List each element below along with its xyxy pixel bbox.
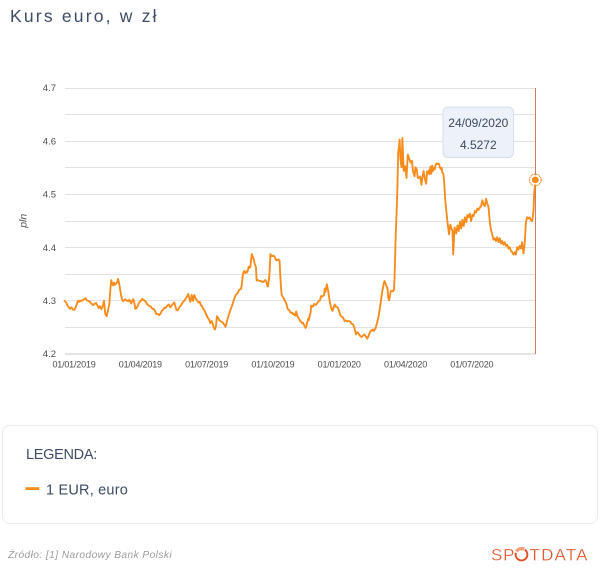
svg-text:1 EUR, euro: 1 EUR, euro xyxy=(46,483,128,499)
svg-text:TDATA: TDATA xyxy=(530,546,589,565)
svg-text:01/01/2020: 01/01/2020 xyxy=(318,360,361,370)
svg-text:pln: pln xyxy=(17,214,29,229)
svg-text:4.4: 4.4 xyxy=(43,243,56,254)
svg-text:4.7: 4.7 xyxy=(43,83,56,94)
svg-text:SP: SP xyxy=(491,546,515,565)
svg-text:24/09/2020: 24/09/2020 xyxy=(448,116,508,130)
svg-text:01/07/2020: 01/07/2020 xyxy=(450,360,493,370)
svg-text:01/04/2019: 01/04/2019 xyxy=(119,360,162,370)
svg-text:01/10/2019: 01/10/2019 xyxy=(251,360,294,370)
svg-text:4.3: 4.3 xyxy=(43,296,56,307)
svg-text:4.5272: 4.5272 xyxy=(460,138,497,152)
svg-text:Kurs euro, w zł: Kurs euro, w zł xyxy=(10,6,159,26)
svg-text:LEGENDA:: LEGENDA: xyxy=(26,447,97,463)
svg-text:01/07/2019: 01/07/2019 xyxy=(185,360,228,370)
svg-text:01/04/2020: 01/04/2020 xyxy=(384,360,427,370)
svg-text:4.5: 4.5 xyxy=(43,190,56,201)
svg-text:Źródło: [1] Narodowy Bank Pols: Źródło: [1] Narodowy Bank Polski xyxy=(7,548,172,561)
svg-text:4.2: 4.2 xyxy=(43,349,56,360)
svg-text:01/01/2019: 01/01/2019 xyxy=(52,360,95,370)
svg-text:4.6: 4.6 xyxy=(43,136,56,147)
